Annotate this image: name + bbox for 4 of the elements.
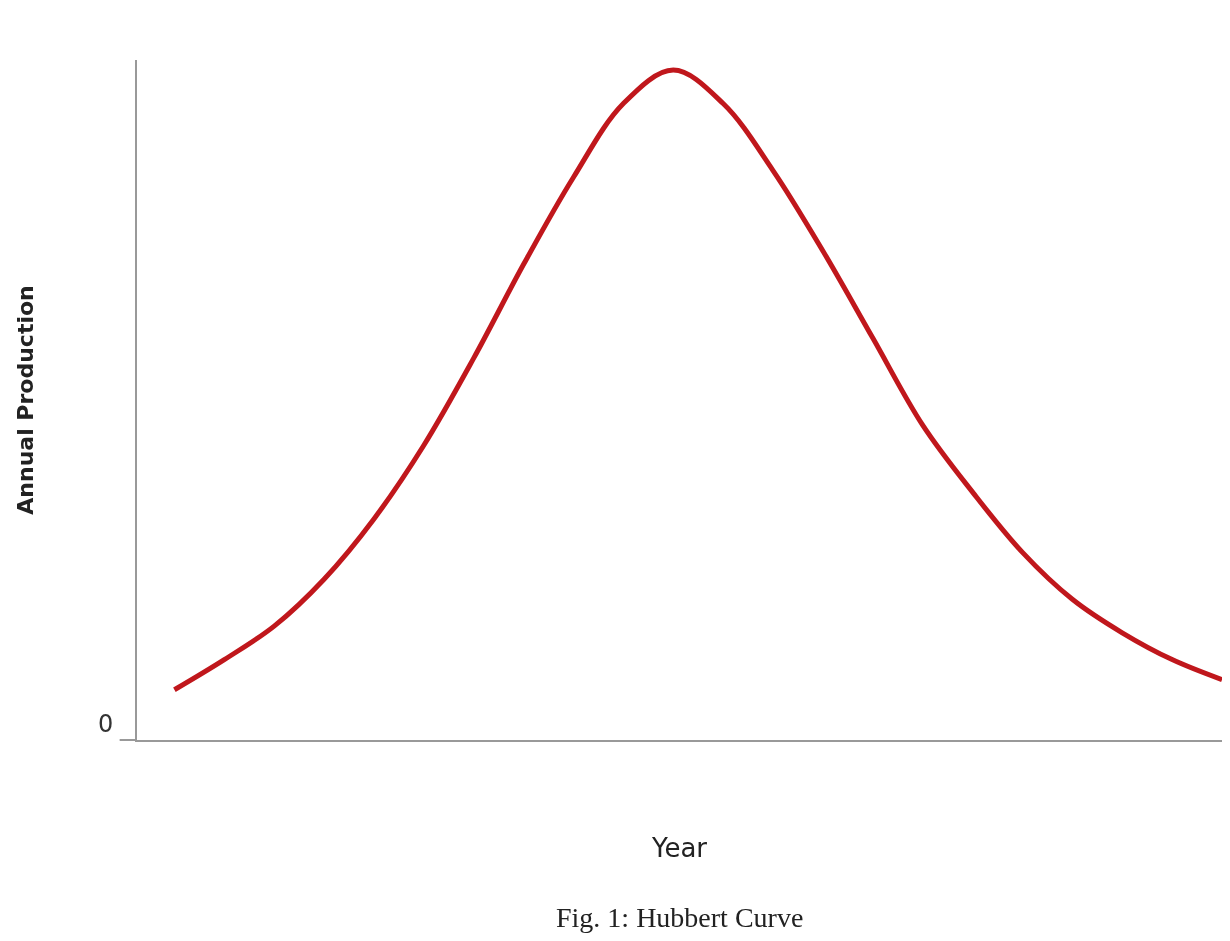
caption: Fig. 1: Hubbert Curve — [556, 902, 804, 933]
y-axis-title: Annual Production — [13, 285, 39, 515]
text: 0 — [98, 710, 114, 738]
x-axis-title: Year — [650, 832, 708, 863]
